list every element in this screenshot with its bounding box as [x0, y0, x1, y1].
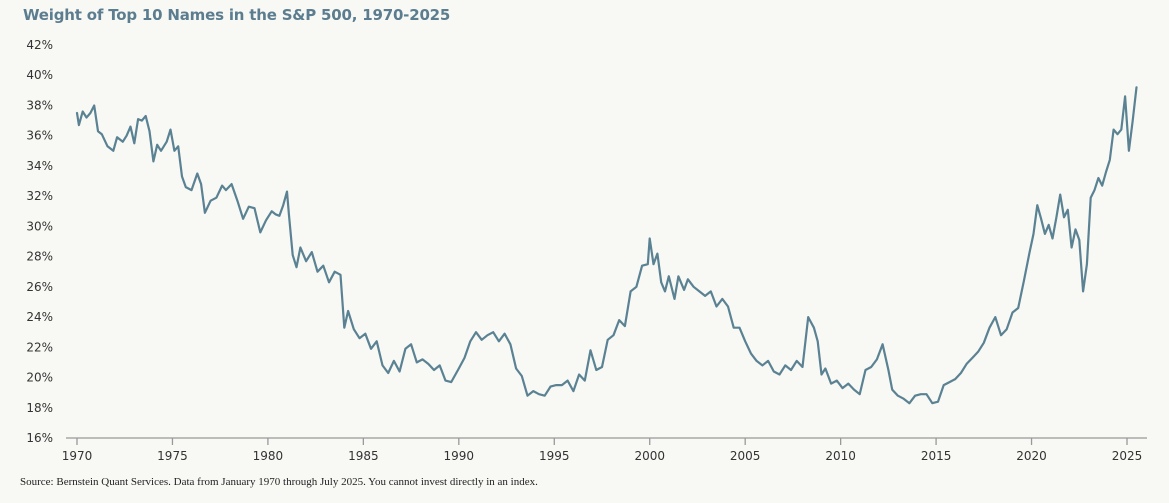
- x-tick-label: 1985: [348, 449, 379, 463]
- y-axis-labels: 16% 18% 20% 22% 24% 26% 28% 30% 32% 34% 36% 38% 40% 4…: [26, 38, 53, 445]
- y-tick-label: 30%: [26, 219, 53, 233]
- x-tick-label: 2020: [1016, 449, 1047, 463]
- y-tick-label: 34%: [26, 159, 53, 173]
- source-note: Source: Bernstein Quant Services. Data f…: [20, 476, 538, 488]
- x-tick-label: 2005: [730, 449, 761, 463]
- y-tick-label: 22%: [26, 340, 53, 354]
- y-tick-label: 20%: [26, 371, 53, 385]
- x-tick-label: 1980: [253, 449, 284, 463]
- series-line: [75, 86, 1138, 405]
- y-tick-label: 24%: [26, 310, 53, 324]
- x-tick-label: 2025: [1112, 449, 1143, 463]
- y-tick-label: 16%: [26, 431, 53, 445]
- y-tick-label: 38%: [26, 98, 53, 112]
- x-tick-label: 2015: [921, 449, 952, 463]
- x-axis: 1970 1975 1980 1985 1990 1995 2000 2005 2010 2015…: [62, 437, 1147, 463]
- y-tick-label: 18%: [26, 401, 53, 415]
- x-tick-label: 2010: [825, 449, 856, 463]
- x-tick-label: 1995: [539, 449, 570, 463]
- y-tick-label: 40%: [26, 68, 53, 82]
- y-tick-label: 36%: [26, 129, 53, 143]
- x-tick-label: 2000: [634, 449, 665, 463]
- y-tick-label: 26%: [26, 280, 53, 294]
- x-tick-label: 1975: [157, 449, 188, 463]
- series-group: [75, 86, 1138, 405]
- y-tick-label: 28%: [26, 250, 53, 264]
- chart-title: Weight of Top 10 Names in the S&P 500, 1…: [23, 6, 451, 24]
- x-tick-label: 1970: [62, 449, 93, 463]
- x-tick-label: 1990: [444, 449, 475, 463]
- y-tick-label: 42%: [26, 38, 53, 52]
- y-tick-label: 32%: [26, 189, 53, 203]
